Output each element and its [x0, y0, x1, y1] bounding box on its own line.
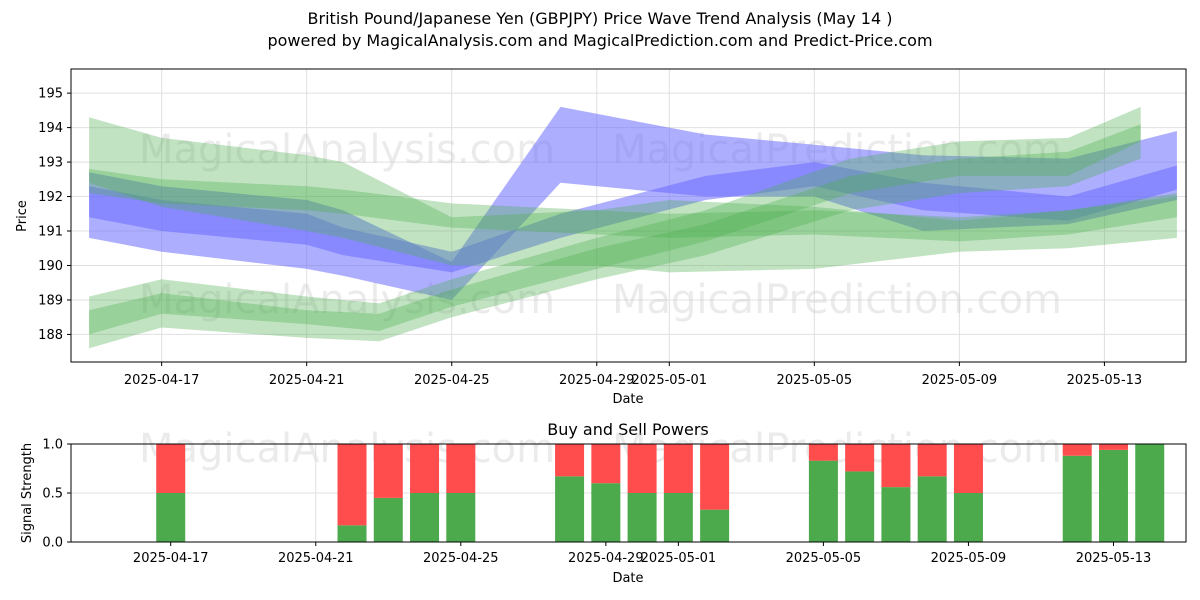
buy-bar-11 — [845, 471, 875, 542]
buy-bar-8 — [663, 493, 693, 542]
signal-x-tick-label-4: 2025-05-01 — [641, 551, 717, 566]
buy-bar-12 — [881, 487, 911, 542]
price-x-tick-label-6: 2025-05-09 — [922, 373, 998, 388]
watermark-prediction-lower: MagicalPrediction.com — [612, 277, 1062, 323]
sell-bar-0 — [156, 444, 186, 493]
signal-y-axis: 0.0 0.5 1.0 — [42, 438, 71, 551]
price-band-green-2 — [89, 117, 1177, 273]
price-y-tick-label-6: 194 — [38, 121, 63, 136]
buy-bar-3 — [410, 493, 440, 542]
sell-bar-13 — [917, 444, 947, 477]
chart-header: British Pound/Japanese Yen (GBPJPY) Pric… — [0, 8, 1200, 52]
price-y-tick-label-4: 192 — [38, 190, 63, 205]
watermark-analysis-lower: MagicalAnalysis.com — [139, 277, 555, 323]
price-x-tick-label-3: 2025-04-29 — [559, 373, 635, 388]
sell-bar-1 — [337, 444, 367, 526]
buy-bar-9 — [700, 509, 730, 542]
price-grid — [71, 69, 1186, 362]
signal-x-tick-label-0: 2025-04-17 — [133, 551, 209, 566]
price-y-tick-label-1: 189 — [38, 293, 63, 308]
buy-bar-15 — [1062, 455, 1092, 542]
signal-x-tick-label-5: 2025-05-05 — [786, 551, 862, 566]
price-x-tick-label-2: 2025-04-25 — [414, 373, 490, 388]
signal-y-label: Signal Strength — [20, 443, 35, 543]
buy-bar-0 — [156, 493, 186, 542]
sell-bar-8 — [663, 444, 693, 493]
signal-x-axis: 2025-04-17 2025-04-21 2025-04-25 2025-04-29… — [133, 542, 1151, 566]
price-wave-bands — [89, 106, 1177, 349]
buy-bar-7 — [627, 493, 657, 542]
sell-bar-12 — [881, 444, 911, 488]
buy-bar-13 — [917, 476, 947, 542]
sell-bar-5 — [555, 444, 585, 477]
sell-bar-9 — [700, 444, 730, 510]
signal-chart-title: Buy and Sell Powers — [547, 420, 709, 439]
sell-bar-2 — [373, 444, 403, 498]
signal-x-tick-label-7: 2025-05-13 — [1076, 551, 1152, 566]
price-x-tick-label-7: 2025-05-13 — [1067, 373, 1143, 388]
sell-bar-15 — [1062, 444, 1092, 456]
price-x-tick-label-1: 2025-04-21 — [269, 373, 345, 388]
price-y-tick-label-2: 190 — [38, 259, 63, 274]
buy-bar-2 — [373, 497, 403, 542]
price-x-tick-label-4: 2025-05-01 — [632, 373, 708, 388]
price-y-tick-label-5: 193 — [38, 156, 63, 171]
buy-bar-5 — [555, 476, 585, 542]
buy-bar-6 — [591, 483, 621, 542]
price-x-axis: 2025-04-17 2025-04-21 2025-04-25 2025-04-29… — [124, 362, 1142, 388]
price-y-tick-label-3: 191 — [38, 225, 63, 240]
buy-bar-4 — [446, 493, 476, 542]
signal-x-tick-label-3: 2025-04-29 — [568, 551, 644, 566]
price-y-label: Price — [15, 200, 30, 232]
sell-bar-4 — [446, 444, 476, 493]
sell-bar-10 — [808, 444, 838, 461]
price-x-label: Date — [612, 392, 643, 407]
sell-bar-7 — [627, 444, 657, 493]
price-x-tick-label-5: 2025-05-05 — [777, 373, 853, 388]
sell-bar-6 — [591, 444, 621, 484]
sell-bar-16 — [1098, 444, 1128, 450]
price-band-green-4 — [89, 106, 1141, 335]
buy-bar-16 — [1098, 449, 1128, 542]
sell-bar-3 — [410, 444, 440, 493]
sell-bar-11 — [845, 444, 875, 472]
price-y-tick-label-7: 195 — [38, 87, 63, 102]
price-y-axis: 188 189 190 191 192 193 194 195 — [38, 87, 71, 343]
price-band-blue-1 — [89, 162, 1177, 273]
signal-x-tick-label-6: 2025-05-09 — [931, 551, 1007, 566]
signal-y-tick-label-2: 1.0 — [42, 438, 63, 453]
signal-x-label: Date — [612, 571, 643, 586]
buy-bar-14 — [953, 493, 983, 542]
buy-bar-1 — [337, 525, 367, 542]
buy-bar-10 — [808, 460, 838, 542]
chart-title: British Pound/Japanese Yen (GBPJPY) Pric… — [307, 9, 893, 28]
chart-subtitle: powered by MagicalAnalysis.com and Magic… — [267, 31, 933, 50]
signal-x-tick-label-2: 2025-04-25 — [423, 551, 499, 566]
sell-bar-14 — [953, 444, 983, 493]
watermark-analysis: MagicalAnalysis.com — [139, 127, 555, 173]
signal-y-tick-label-0: 0.0 — [42, 536, 63, 551]
signal-y-tick-label-1: 0.5 — [42, 487, 63, 502]
price-y-tick-label-0: 188 — [38, 328, 63, 343]
price-x-tick-label-0: 2025-04-17 — [124, 373, 200, 388]
price-band-green-3 — [89, 169, 1177, 242]
price-band-green-5 — [89, 124, 1141, 349]
signal-x-tick-label-1: 2025-04-21 — [278, 551, 354, 566]
signal-bars — [156, 444, 1165, 542]
buy-bar-17 — [1135, 444, 1165, 542]
price-plot-frame — [70, 68, 1187, 363]
